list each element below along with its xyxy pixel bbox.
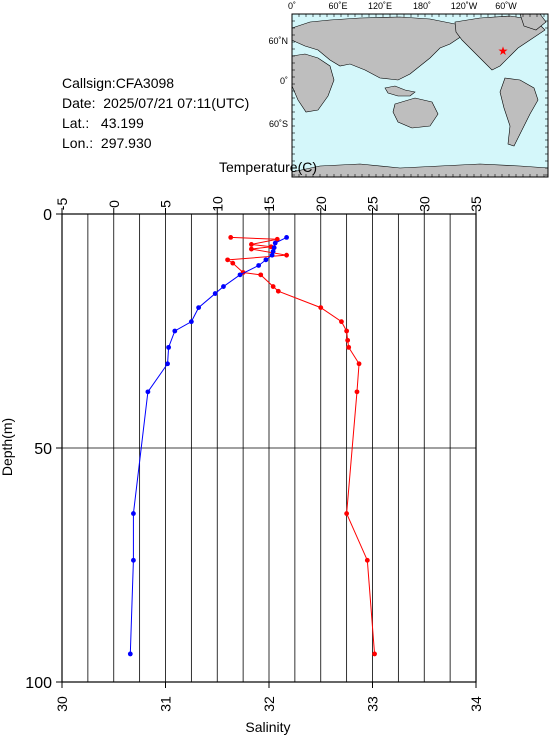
map-lat-label-0: 0˚ (280, 76, 288, 86)
salinity-point (256, 263, 262, 268)
temperature-point (356, 361, 362, 367)
longitude-text: Lon.: 297.930 (62, 135, 152, 151)
map-land (291, 13, 549, 178)
map-lon-label-60w: 60˚W (495, 1, 517, 11)
top-tick-label: 10 (209, 196, 225, 212)
temperature-point (354, 389, 360, 395)
salinity-point (237, 272, 243, 278)
salinity-point (269, 252, 275, 258)
bottom-axis-title: Salinity (245, 719, 290, 735)
salinity-point (271, 245, 277, 251)
land-south-america (499, 77, 539, 147)
temperature-point (318, 305, 324, 310)
temperature-point (344, 511, 350, 516)
temperature-point (284, 252, 289, 258)
salinity-point (272, 240, 278, 246)
temperature-point (346, 344, 352, 350)
temperature-point (274, 236, 280, 242)
chart-series (127, 235, 377, 657)
map-frame (291, 13, 549, 178)
salinity-point (145, 389, 151, 395)
salinity-point (263, 257, 269, 263)
top-tick-label: 20 (313, 196, 329, 212)
temperature-point (344, 328, 350, 334)
top-tick-label: 5 (158, 200, 174, 208)
top-tick-label: 30 (416, 196, 432, 212)
y-tick-label: 100 (25, 675, 52, 692)
station-info: Callsign:CFA3098 Date: 2025/07/21 07:11(… (62, 73, 249, 153)
top-tick-label: 15 (261, 196, 277, 212)
salinity-point (165, 361, 170, 367)
temperature-point (249, 246, 254, 252)
map-lon-label-180: 180˚ (413, 1, 431, 11)
bottom-tick-label: 32 (261, 696, 277, 712)
temperature-point (270, 284, 276, 289)
map-lon-label-0: 0˚ (288, 1, 296, 11)
land-eurasia (291, 16, 471, 81)
bottom-tick-label: 33 (365, 696, 381, 712)
temperature-point (258, 272, 264, 278)
map-lon-label-120w: 120˚W (451, 1, 478, 11)
map-lat-label-60s: 60˚S (269, 119, 288, 129)
temperature-point (249, 242, 254, 247)
top-tick-label: 0 (106, 200, 122, 208)
salinity-point (212, 291, 218, 296)
y-tick-label: 50 (34, 441, 52, 458)
bottom-tick-label: 34 (468, 696, 484, 712)
temperature-point (339, 319, 344, 325)
top-tick-label: -5 (54, 198, 70, 211)
temperature-point (372, 651, 377, 657)
land-indonesia (384, 85, 416, 97)
top-tick-label: 25 (365, 196, 381, 212)
land-africa (291, 53, 335, 113)
map-lat-label-60n: 60˚N (268, 36, 288, 46)
bottom-tick-label: 30 (54, 696, 70, 712)
salinity-point (127, 651, 133, 657)
temperature-line (226, 236, 376, 654)
date-text: Date: 2025/07/21 07:11(UTC) (62, 95, 250, 111)
salinity-point (131, 511, 136, 516)
bottom-tick-label: 31 (158, 696, 174, 712)
temperature-point (228, 235, 234, 240)
y-axis-title: Depth(m) (0, 418, 15, 476)
land-australia (392, 97, 439, 129)
latitude-text: Lat.: 43.199 (62, 115, 144, 131)
station-marker-star-icon: ★ (498, 44, 509, 58)
temperature-point (364, 557, 370, 563)
salinity-point (188, 319, 194, 325)
salinity-point (221, 284, 226, 289)
y-tick-label: 0 (43, 207, 52, 224)
salinity-point (196, 305, 202, 310)
salinity-point (131, 557, 136, 563)
salinity-point (172, 328, 178, 334)
temperature-point (230, 260, 236, 266)
temperature-point (225, 257, 231, 263)
top-tick-label: 35 (468, 196, 484, 212)
temperature-point (345, 337, 351, 343)
map-lon-label-120e: 120˚E (368, 1, 392, 11)
salinity-line (129, 236, 287, 654)
callsign-text: Callsign:CFA3098 (62, 75, 175, 91)
top-axis-title: Temperature(C) (219, 159, 317, 175)
salinity-point (270, 249, 276, 254)
chart-grid (61, 214, 477, 682)
map-ticks (291, 13, 548, 177)
map-lon-label-60e: 60˚E (328, 1, 347, 11)
temperature-point (275, 288, 281, 294)
location-map: 0˚ 60˚E 120˚E 180˚ 120˚W 60˚W 60˚N 0˚ 60… (268, 1, 549, 178)
salinity-point (166, 344, 172, 350)
salinity-point (284, 235, 289, 240)
